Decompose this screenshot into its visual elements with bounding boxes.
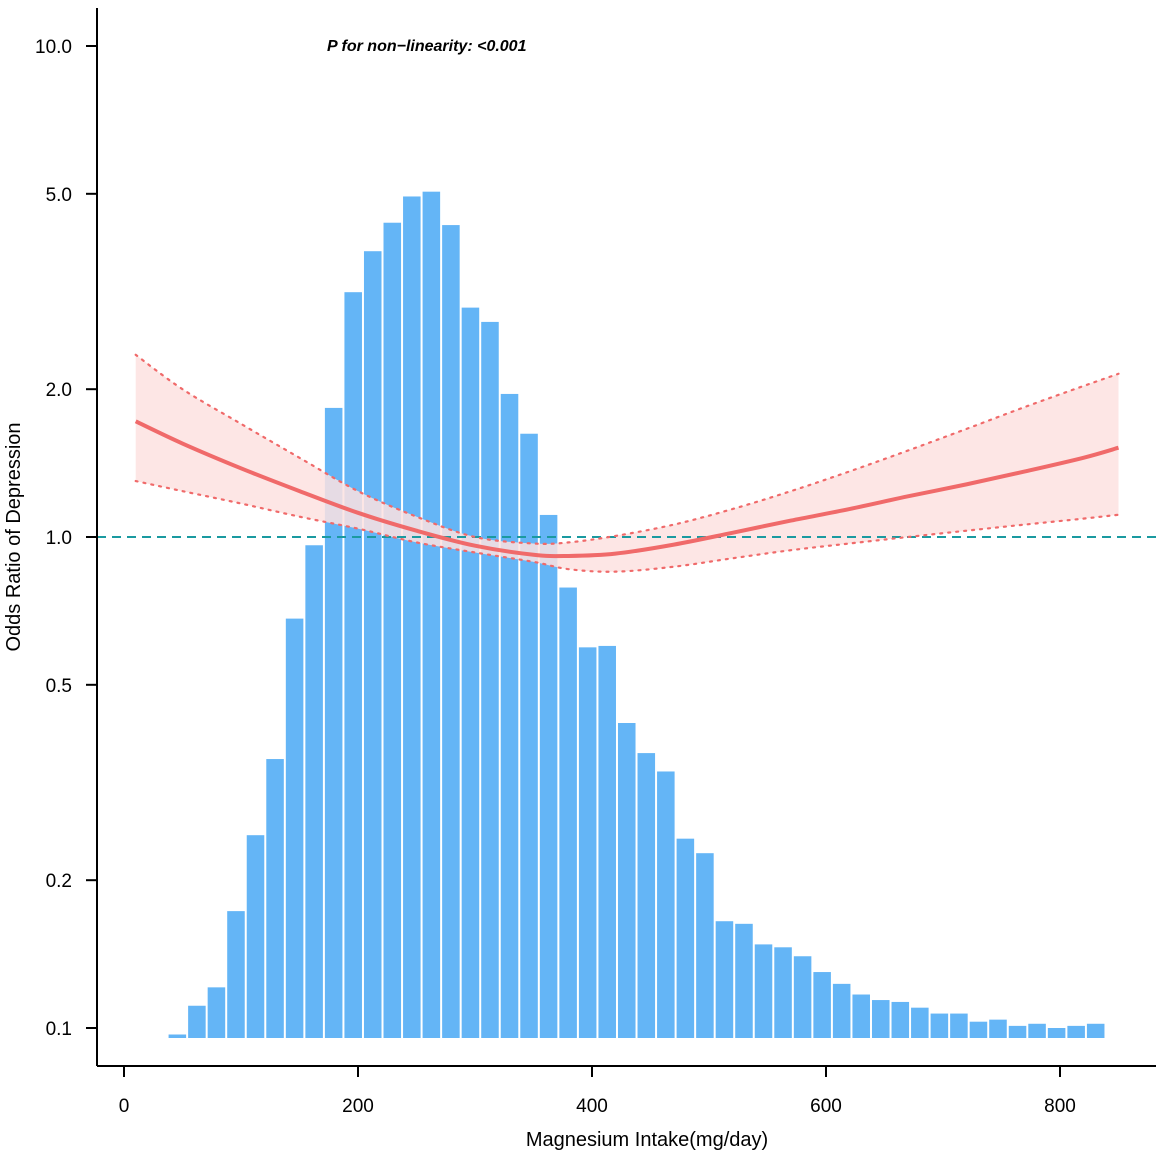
histogram-bar (832, 983, 851, 1038)
histogram-bar (207, 987, 226, 1038)
histogram-bar (1086, 1023, 1105, 1038)
histogram-bar (520, 433, 538, 1039)
histogram-bar (285, 618, 304, 1038)
estimate-line (134, 419, 1120, 559)
histogram-bar (246, 835, 265, 1038)
histogram-bar (227, 911, 245, 1038)
histogram-bar (793, 956, 812, 1038)
histogram-bar (422, 191, 441, 1038)
histogram-bar (657, 771, 675, 1038)
histogram-bar (363, 251, 382, 1038)
x-tick-label: 600 (810, 1096, 842, 1117)
histogram-bar (637, 753, 656, 1038)
histogram-bar (539, 514, 558, 1038)
histogram-bar (559, 587, 577, 1038)
histogram-bar (989, 1019, 1007, 1038)
histogram-bar (852, 994, 870, 1038)
y-axis-title: Odds Ratio of Depression (3, 422, 25, 651)
histogram-bar (481, 321, 499, 1038)
histogram-bar (1008, 1025, 1027, 1038)
histogram-bar (735, 923, 753, 1038)
histogram-bar (676, 838, 695, 1038)
y-tick-label: 2.0 (46, 380, 72, 401)
histogram-bar (168, 1034, 187, 1038)
histogram-bar (266, 759, 284, 1038)
histogram-bar (871, 1000, 890, 1038)
x-tick-label: 200 (342, 1096, 374, 1117)
histogram-bar (500, 393, 519, 1038)
histogram-bar (754, 944, 773, 1038)
histogram-bar (1028, 1023, 1046, 1038)
histogram-bar (344, 292, 362, 1038)
histogram-bar (617, 723, 636, 1038)
histogram-bar (188, 1005, 206, 1038)
histogram-bar (891, 1001, 910, 1038)
y-tick-label: 1.0 (46, 528, 72, 549)
y-axis-ticks: 0.1 0.2 0.5 1.0 2.0 5.0 10.0 (35, 37, 97, 1040)
histogram-bar (383, 222, 402, 1039)
histogram-bar (715, 921, 734, 1038)
y-tick-label: 5.0 (46, 185, 72, 206)
histogram-bar (324, 407, 343, 1038)
x-tick-label: 400 (576, 1096, 608, 1117)
y-tick-label: 0.5 (46, 676, 72, 697)
histogram-bar (950, 1013, 968, 1038)
x-tick-label: 0 (119, 1096, 130, 1117)
histogram-bar (696, 853, 714, 1038)
histogram-bar (578, 647, 597, 1038)
histogram-bars (168, 191, 1105, 1039)
x-tick-label: 800 (1044, 1096, 1076, 1117)
y-tick-label: 0.1 (46, 1019, 72, 1040)
x-axis-ticks: 0 200 400 600 800 (119, 1066, 1076, 1117)
histogram-bar (1067, 1025, 1085, 1038)
histogram-bar (442, 225, 460, 1038)
histogram-bar (1047, 1028, 1066, 1038)
y-tick-label: 0.2 (46, 871, 72, 892)
histogram-bar (911, 1007, 929, 1038)
histogram-bar (305, 545, 323, 1038)
histogram-bar (930, 1013, 949, 1038)
histogram-bar (598, 645, 616, 1038)
x-axis-title: Magnesium Intake(mg/day) (526, 1129, 768, 1151)
nonlinearity-annotation: P for non−linearity: <0.001 (327, 38, 527, 55)
histogram-bar (403, 196, 421, 1039)
histogram-bar (969, 1021, 988, 1038)
upper-ci-line (134, 353, 1120, 545)
histogram-bar (461, 307, 480, 1038)
y-tick-label: 10.0 (35, 37, 72, 58)
lower-ci-line (134, 479, 1120, 573)
histogram-bar (774, 947, 792, 1038)
histogram-bar (813, 972, 831, 1038)
confidence-band (135, 354, 1119, 572)
